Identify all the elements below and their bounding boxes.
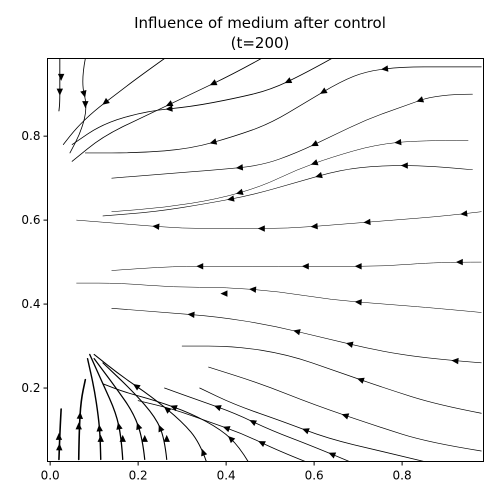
stream-arrowhead bbox=[209, 138, 218, 145]
streamline bbox=[84, 66, 482, 154]
stream-arrowhead bbox=[165, 105, 173, 112]
stream-arrowhead bbox=[56, 88, 64, 96]
stream-arrowhead bbox=[394, 138, 402, 146]
extra-arrowhead bbox=[163, 434, 170, 442]
stream-arrowhead bbox=[170, 405, 178, 412]
stream-arrowhead bbox=[345, 341, 354, 348]
stream-arrowhead bbox=[354, 299, 362, 306]
stream-arrowhead bbox=[284, 77, 293, 84]
stream-arrowhead bbox=[152, 223, 160, 230]
stream-arrowhead bbox=[158, 424, 165, 433]
stream-arrowhead bbox=[80, 89, 87, 98]
streamline bbox=[76, 211, 482, 229]
streamline bbox=[102, 383, 249, 462]
y-tick-label: 0.6 bbox=[21, 213, 40, 227]
stream-arrowhead bbox=[354, 263, 362, 270]
extra-arrowhead bbox=[82, 101, 89, 109]
chart-title-line2: (t=200) bbox=[231, 34, 290, 52]
streamline bbox=[71, 58, 262, 162]
stream-arrowhead bbox=[416, 96, 425, 103]
stream-arrowhead bbox=[116, 422, 123, 430]
stream-arrowhead bbox=[258, 441, 266, 448]
streamline bbox=[208, 366, 482, 452]
stream-arrowhead bbox=[133, 383, 141, 391]
streamline bbox=[69, 58, 87, 154]
x-tick-label: 0.8 bbox=[393, 469, 412, 483]
stream-arrowhead bbox=[164, 406, 172, 414]
stream-arrowhead bbox=[363, 218, 371, 226]
stream-arrowhead bbox=[214, 405, 222, 412]
streamline bbox=[71, 58, 333, 145]
extra-arrowhead bbox=[220, 290, 228, 297]
extra-arrowhead bbox=[75, 422, 82, 430]
stream-arrowhead bbox=[357, 377, 365, 384]
streamline bbox=[76, 282, 482, 313]
plot-frame bbox=[47, 58, 484, 462]
y-tick-label: 0.8 bbox=[21, 129, 40, 143]
stream-arrowhead bbox=[56, 443, 63, 451]
stream-arrowhead bbox=[209, 79, 218, 86]
stream-arrowhead bbox=[310, 222, 318, 230]
extra-arrowhead bbox=[141, 434, 148, 442]
streamline bbox=[102, 362, 168, 460]
stream-arrowhead bbox=[460, 210, 468, 217]
streamline bbox=[58, 58, 61, 112]
stream-arrowhead bbox=[319, 87, 328, 94]
stream-arrowhead bbox=[222, 426, 231, 433]
stream-arrowhead bbox=[196, 263, 204, 270]
stream-arrowhead bbox=[96, 424, 103, 432]
streamline bbox=[199, 387, 425, 462]
arrows-layer bbox=[55, 65, 468, 459]
stream-arrowhead bbox=[102, 97, 110, 105]
extra-arrowhead bbox=[97, 434, 104, 442]
y-tick-label: 0.4 bbox=[21, 297, 40, 311]
streamline bbox=[93, 358, 146, 461]
stream-arrowhead bbox=[257, 225, 265, 232]
x-axis: 0.0 0.2 0.4 0.6 0.8 bbox=[41, 461, 412, 483]
stream-arrowhead bbox=[76, 411, 84, 420]
streamline bbox=[164, 387, 350, 462]
extra-arrowhead bbox=[57, 73, 65, 81]
streamline bbox=[102, 165, 473, 217]
stream-arrowhead bbox=[235, 188, 244, 195]
stream-arrowhead bbox=[315, 172, 323, 179]
stream-arrowhead bbox=[249, 420, 258, 427]
y-tick-label: 0.2 bbox=[21, 381, 40, 395]
stream-arrowhead bbox=[302, 428, 310, 435]
stream-arrowhead bbox=[381, 65, 389, 72]
stream-arrowhead bbox=[293, 329, 301, 336]
streamlines-layer bbox=[58, 58, 482, 462]
streamline bbox=[111, 307, 482, 364]
x-tick-label: 0.6 bbox=[305, 469, 324, 483]
extra-arrowhead bbox=[119, 434, 126, 442]
x-tick-label: 0.4 bbox=[217, 469, 236, 483]
stream-arrowhead bbox=[201, 448, 208, 457]
y-axis: 0.2 0.4 0.6 0.8 bbox=[21, 129, 48, 395]
stream-arrowhead bbox=[301, 263, 309, 270]
stream-arrowhead bbox=[249, 286, 257, 293]
streamline bbox=[181, 345, 482, 414]
stream-arrowhead bbox=[310, 159, 319, 166]
streamline bbox=[111, 261, 482, 271]
stream-arrowhead bbox=[227, 195, 235, 202]
x-tick-label: 0.2 bbox=[129, 469, 148, 483]
stream-arrowhead bbox=[341, 413, 350, 420]
stream-arrowhead bbox=[400, 162, 408, 169]
stream-arrowhead bbox=[328, 452, 337, 459]
streamline bbox=[89, 353, 124, 461]
chart-title-line1: Influence of medium after control bbox=[134, 14, 386, 32]
stream-arrowhead bbox=[187, 311, 195, 319]
streamline bbox=[77, 378, 87, 461]
x-tick-label: 0.0 bbox=[41, 469, 60, 483]
stream-arrowhead bbox=[227, 435, 236, 444]
stream-arrowhead bbox=[136, 422, 143, 431]
stream-arrowhead bbox=[235, 164, 244, 171]
stream-arrowhead bbox=[455, 258, 463, 266]
stream-arrowhead bbox=[310, 140, 319, 147]
stream-arrowhead bbox=[451, 357, 459, 365]
stream-arrowhead bbox=[165, 100, 174, 107]
extra-arrowhead bbox=[55, 432, 63, 440]
